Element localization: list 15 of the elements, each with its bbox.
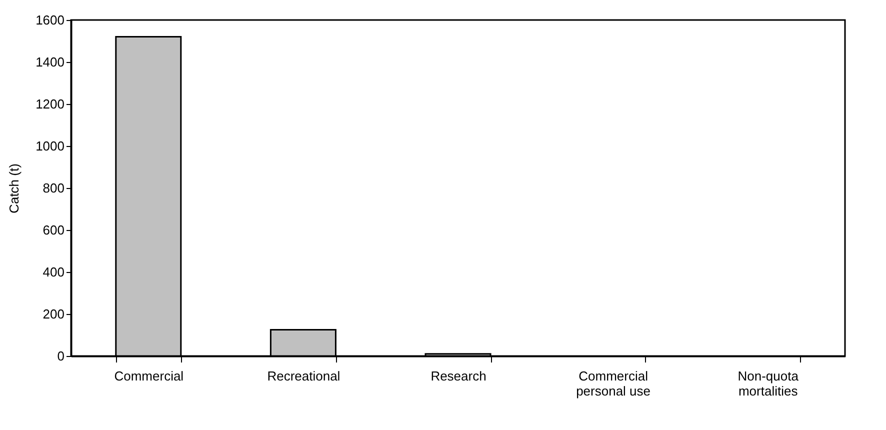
- y-tick-label: 800: [42, 180, 64, 196]
- x-tick-label: Commercial: [114, 368, 184, 384]
- y-tick-label: 1200: [36, 96, 64, 112]
- y-tick-label: 600: [42, 222, 64, 238]
- x-tick-label: Research: [430, 368, 486, 384]
- y-tick-label: 1600: [36, 12, 64, 28]
- y-tick-label: 400: [42, 264, 64, 280]
- y-axis-title: Catch (t): [6, 164, 22, 214]
- y-tick-label: 1000: [36, 138, 64, 154]
- x-tick-label: Non-quota mortalities: [738, 368, 800, 398]
- y-tick-label: 200: [42, 306, 64, 322]
- x-tick-label: Commercial personal use: [576, 368, 651, 398]
- x-tick-label: Recreational: [267, 368, 340, 384]
- y-tick-label: 1400: [36, 54, 64, 70]
- y-tick-label: 0: [57, 348, 64, 364]
